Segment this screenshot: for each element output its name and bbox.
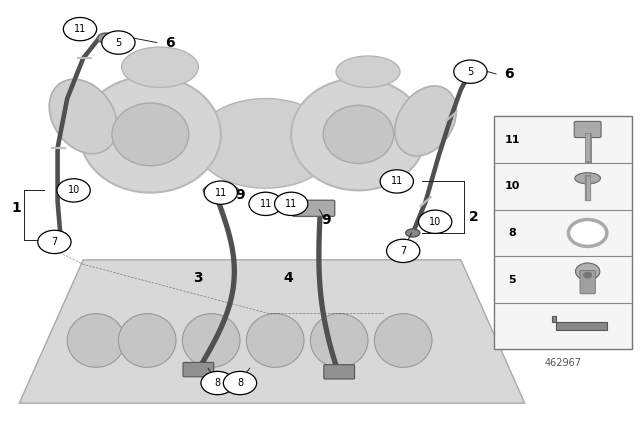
Text: 11: 11 [390,177,403,186]
Circle shape [568,220,607,246]
Polygon shape [19,260,525,403]
Text: 1: 1 [11,201,21,215]
Text: 3: 3 [193,271,204,285]
Ellipse shape [67,314,125,367]
Text: 5: 5 [508,275,516,284]
Ellipse shape [291,78,426,190]
Circle shape [275,192,308,215]
Circle shape [249,192,282,215]
FancyBboxPatch shape [292,200,335,216]
Text: 9: 9 [235,188,245,202]
Ellipse shape [195,99,336,188]
Text: 6: 6 [164,35,175,50]
Text: 8: 8 [214,378,221,388]
Text: 7: 7 [400,246,406,256]
Ellipse shape [406,229,420,237]
Circle shape [57,179,90,202]
Ellipse shape [310,314,368,367]
Text: 9: 9 [321,212,332,227]
Text: 11: 11 [214,188,227,198]
Text: 7: 7 [51,237,58,247]
Ellipse shape [54,236,68,244]
Circle shape [204,181,237,204]
Circle shape [63,17,97,41]
Circle shape [201,371,234,395]
Ellipse shape [112,103,189,166]
Circle shape [38,230,71,254]
Ellipse shape [98,33,114,43]
Text: 11: 11 [259,199,272,209]
Ellipse shape [395,86,456,156]
Text: 5: 5 [467,67,474,77]
Circle shape [419,210,452,233]
Text: 8: 8 [237,378,243,388]
Polygon shape [552,316,556,322]
FancyBboxPatch shape [494,116,632,349]
Ellipse shape [80,76,221,193]
Text: 2: 2 [468,210,479,224]
Ellipse shape [463,67,477,76]
Circle shape [387,239,420,263]
Ellipse shape [336,56,400,87]
Ellipse shape [374,314,432,367]
Circle shape [584,272,591,278]
Text: 10: 10 [429,217,442,227]
Ellipse shape [575,172,600,184]
Circle shape [454,60,487,83]
Ellipse shape [182,314,240,367]
Circle shape [223,371,257,395]
Ellipse shape [575,263,600,280]
Text: 10: 10 [504,181,520,191]
Text: 5: 5 [115,38,122,47]
Ellipse shape [49,79,117,154]
Circle shape [380,170,413,193]
Ellipse shape [118,314,176,367]
Text: 10: 10 [67,185,80,195]
Text: 11: 11 [285,199,298,209]
Text: 8: 8 [508,228,516,238]
Ellipse shape [122,47,198,87]
Ellipse shape [323,105,394,164]
Text: 4: 4 [283,271,293,285]
FancyBboxPatch shape [183,362,214,377]
Text: 462967: 462967 [545,358,581,368]
Circle shape [102,31,135,54]
Text: 11: 11 [74,24,86,34]
FancyBboxPatch shape [324,365,355,379]
Text: 11: 11 [504,135,520,145]
Text: 6: 6 [504,67,514,81]
Ellipse shape [246,314,304,367]
Ellipse shape [204,184,238,197]
Polygon shape [556,322,607,330]
FancyBboxPatch shape [580,271,595,294]
FancyBboxPatch shape [574,121,601,138]
